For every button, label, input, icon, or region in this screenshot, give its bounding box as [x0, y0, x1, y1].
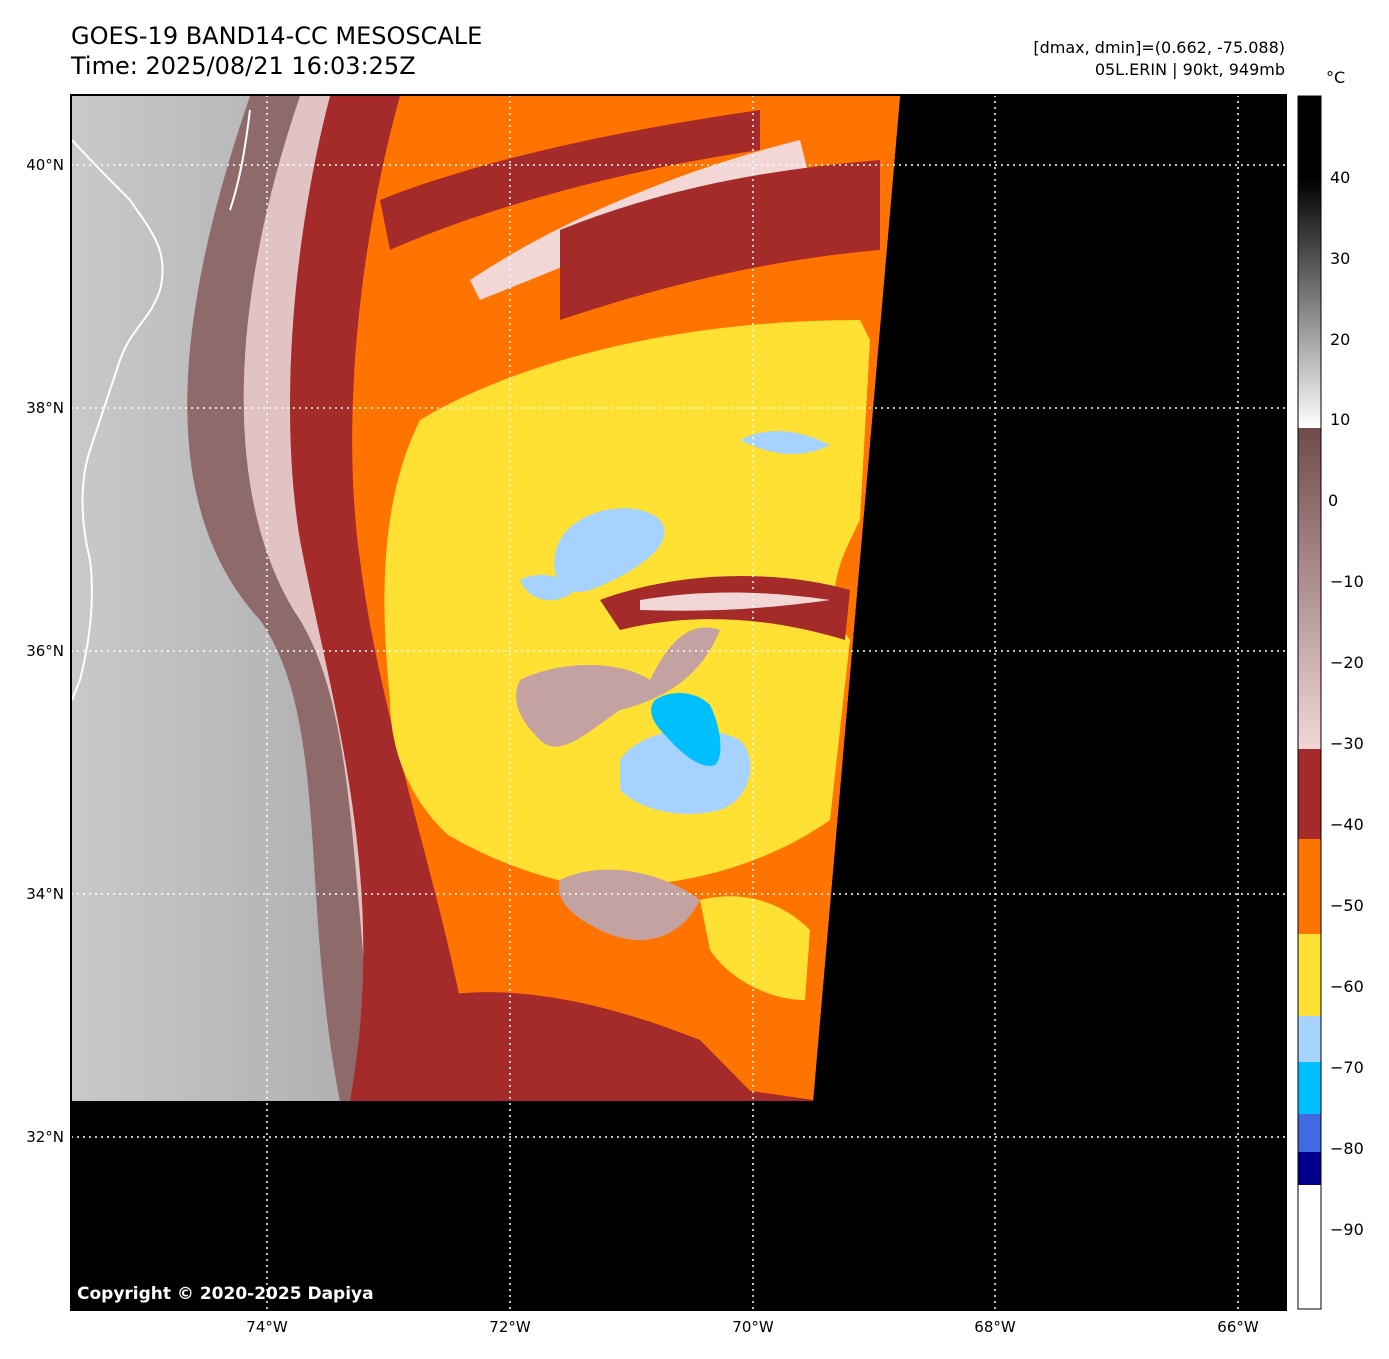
colorbar-label: 30: [1330, 249, 1351, 268]
colorbar-unit: °C: [1326, 68, 1346, 87]
colorbar-label: −50: [1330, 896, 1364, 915]
dmax-dmin-label: [dmax, dmin]=(0.662, -75.088): [1033, 38, 1285, 57]
colorbar-label: −40: [1330, 815, 1364, 834]
lon-label-74w: 74°W: [246, 1318, 288, 1336]
satellite-swath: [72, 96, 900, 1101]
storm-info-label: 05L.ERIN | 90kt, 949mb: [1094, 60, 1285, 79]
colorbar-label: −60: [1330, 977, 1364, 996]
colorbar: [1297, 95, 1322, 1310]
colorbar-label: 40: [1330, 168, 1351, 187]
colorbar-label: −10: [1330, 572, 1364, 591]
colorbar-label: −30: [1330, 734, 1364, 753]
lat-label-32n: 32°N: [26, 1128, 64, 1146]
lon-label-70w: 70°W: [732, 1318, 774, 1336]
lon-label-72w: 72°W: [489, 1318, 531, 1336]
map-frame: [70, 94, 1287, 1311]
copyright-label: Copyright © 2020-2025 Dapiya: [77, 1284, 374, 1304]
lon-label-68w: 68°W: [974, 1318, 1016, 1336]
time-label: Time: 2025/08/21 16:03:25Z: [71, 52, 416, 80]
colorbar-label: 20: [1330, 330, 1351, 349]
colorbar-label: 10: [1330, 410, 1351, 429]
graticule: [71, 95, 1286, 1310]
lat-label-34n: 34°N: [26, 885, 64, 903]
lat-label-38n: 38°N: [26, 399, 64, 417]
colorbar-label: −80: [1330, 1139, 1364, 1158]
colorbar-label: 0: [1328, 491, 1339, 510]
colorbar-label: −70: [1330, 1058, 1364, 1077]
colorbar-label: −20: [1330, 653, 1364, 672]
lat-label-36n: 36°N: [26, 642, 64, 660]
lon-label-66w: 66°W: [1217, 1318, 1259, 1336]
lat-label-40n: 40°N: [26, 156, 64, 174]
colorbar-label: −90: [1330, 1220, 1364, 1239]
chart-title: GOES-19 BAND14-CC MESOSCALE: [71, 22, 483, 50]
